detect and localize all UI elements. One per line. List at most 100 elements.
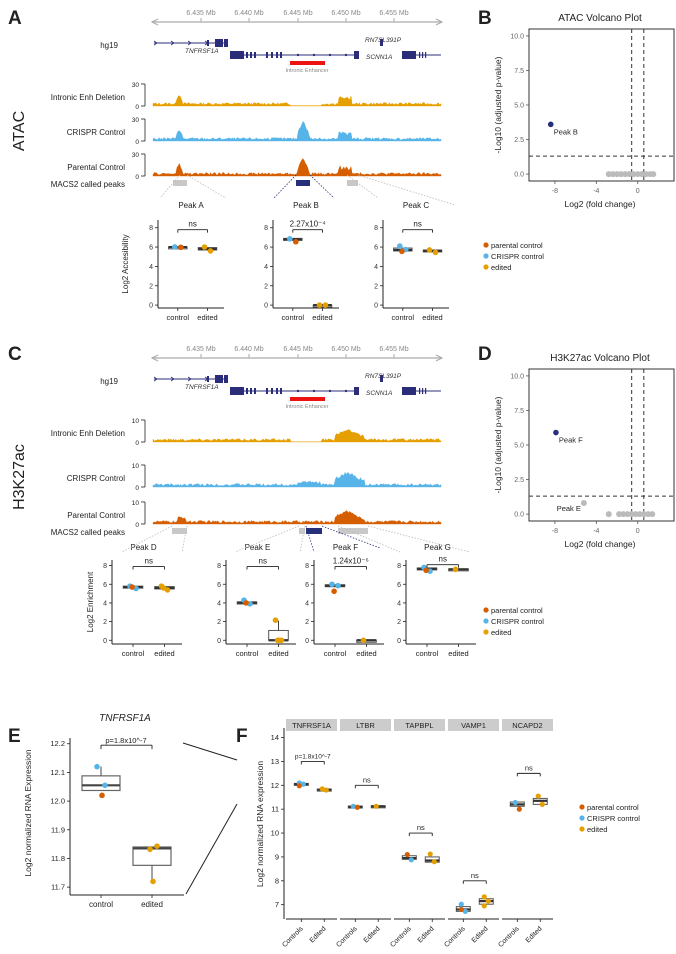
track-ymin: 0: [135, 104, 139, 111]
strand-marker-icon: [312, 53, 316, 57]
track-ymin: 0: [135, 139, 139, 146]
assembly-label: hg19: [100, 377, 118, 386]
y-tick-label: 12.0: [50, 797, 65, 806]
data-point: [458, 901, 464, 907]
strand-marker-icon: [344, 389, 348, 393]
data-point: [287, 236, 293, 242]
track-label: CRISPR Control: [67, 474, 125, 483]
significance-label: ns: [413, 220, 421, 229]
y-tick-label: 2: [374, 283, 378, 290]
y-tick-label: 7.5: [514, 68, 524, 75]
y-axis-title: Log2 Enrichment: [86, 571, 95, 632]
atac-peak-panel: 0 2 4 6 8 control edited: [149, 220, 224, 322]
legend-swatch-icon: [579, 826, 585, 832]
track-ymin: 0: [135, 522, 139, 529]
data-point: [147, 846, 153, 853]
x-tick-label: control: [392, 313, 415, 322]
exon: [419, 52, 421, 58]
data-point: [431, 859, 437, 865]
y-tick-label: 4: [103, 600, 107, 607]
data-point: [94, 763, 100, 770]
data-point: [150, 878, 156, 885]
y-tick-label: 5.0: [514, 443, 524, 450]
assembly-label: hg19: [100, 41, 118, 50]
signal-track-area: [152, 121, 442, 142]
exon: [224, 39, 228, 47]
y-tick-label: 12: [271, 781, 279, 790]
peak-zoom-connector: [186, 174, 227, 199]
peak-zoom-connector: [309, 174, 335, 199]
macs2-peak-g: [338, 528, 368, 534]
y-tick-label: 7: [275, 900, 279, 909]
legend-label: edited: [587, 825, 607, 834]
exon: [422, 52, 424, 58]
macs2-peak-c: [347, 180, 358, 186]
data-point: [360, 637, 367, 644]
data-point: [481, 903, 487, 909]
legend-swatch-icon: [483, 242, 489, 248]
axis-arrow-right-icon: [435, 354, 444, 362]
exon: [254, 52, 256, 58]
data-point: [272, 617, 279, 623]
significance-label: ns: [363, 775, 371, 784]
exon: [246, 388, 248, 394]
y-tick-label: 4: [149, 264, 153, 271]
track-label: Parental Control: [67, 511, 125, 520]
panel-letter-e: E: [8, 726, 21, 747]
axis-tick-label: 6.445 Mb: [283, 10, 312, 17]
x-tick-label: Controls: [335, 925, 359, 949]
volcano-point: [609, 171, 616, 178]
data-point: [178, 244, 184, 251]
legend-swatch-icon: [579, 815, 585, 821]
x-tick-label: Edited: [309, 925, 328, 944]
significance-label: ns: [259, 557, 267, 566]
gene-label-rn7sl391p: RN7SL391P: [365, 37, 402, 44]
signal-track-area: [152, 95, 442, 107]
y-tick-label: 8: [305, 563, 309, 570]
facet-title: Peak B: [293, 201, 319, 210]
y-tick-label: 0: [217, 638, 221, 645]
y-tick-label: 6: [217, 582, 221, 589]
legend-label: parental control: [587, 803, 639, 812]
point-label: Peak E: [557, 504, 581, 513]
y-tick-label: 6: [149, 245, 153, 252]
x-tick-label: Controls: [389, 925, 413, 949]
x-tick-label: edited: [141, 900, 163, 909]
significance-label: ns: [145, 557, 153, 566]
volcano-point: [636, 511, 643, 518]
intronic-enhancer-bar: [290, 61, 325, 65]
volcano-plot: 0.0 2.5 5.0 7.5 10.0 -8 -4 0 Peak B: [510, 28, 675, 195]
facet-strip: [340, 719, 391, 731]
exon: [354, 51, 359, 59]
facet-strip: [448, 719, 499, 731]
volcano-point: [616, 511, 623, 518]
intronic-enhancer-bar: [290, 397, 325, 401]
y-tick-label: 0.0: [514, 172, 524, 179]
axis-tick-label: 6.455 Mb: [379, 346, 408, 353]
track-ymax: 10: [132, 500, 140, 507]
axis-arrow-right-icon: [435, 18, 444, 26]
y-tick-label: 6: [305, 582, 309, 589]
data-point: [452, 566, 459, 573]
data-point: [426, 247, 433, 253]
data-point: [243, 600, 249, 606]
exon: [215, 375, 223, 383]
y-axis-title: Log2 normalized RNA expression: [255, 761, 265, 887]
y-axis-title: Log2 Accesibility: [121, 234, 130, 293]
y-tick-label: 7.5: [514, 408, 524, 415]
y-tick-label: 10: [271, 829, 279, 838]
significance-label: 1.24x10⁻⁶: [333, 557, 369, 566]
facet-strip-label: VAMP1: [461, 721, 486, 730]
legend-swatch-icon: [483, 264, 489, 270]
axis-tick-label: 6.450 Mb: [331, 10, 360, 17]
panel-letter-d: D: [478, 344, 492, 365]
data-point: [154, 843, 160, 849]
macs2-peaks-label: MACS2 called peaks: [51, 528, 125, 537]
legend-swatch-icon: [483, 629, 489, 635]
exon: [266, 52, 268, 58]
volcano-point: [605, 171, 612, 178]
x-tick-label: edited: [422, 313, 442, 322]
peak-zoom-connector: [273, 174, 297, 199]
data-point: [535, 793, 541, 799]
facet-strip: [286, 719, 337, 731]
